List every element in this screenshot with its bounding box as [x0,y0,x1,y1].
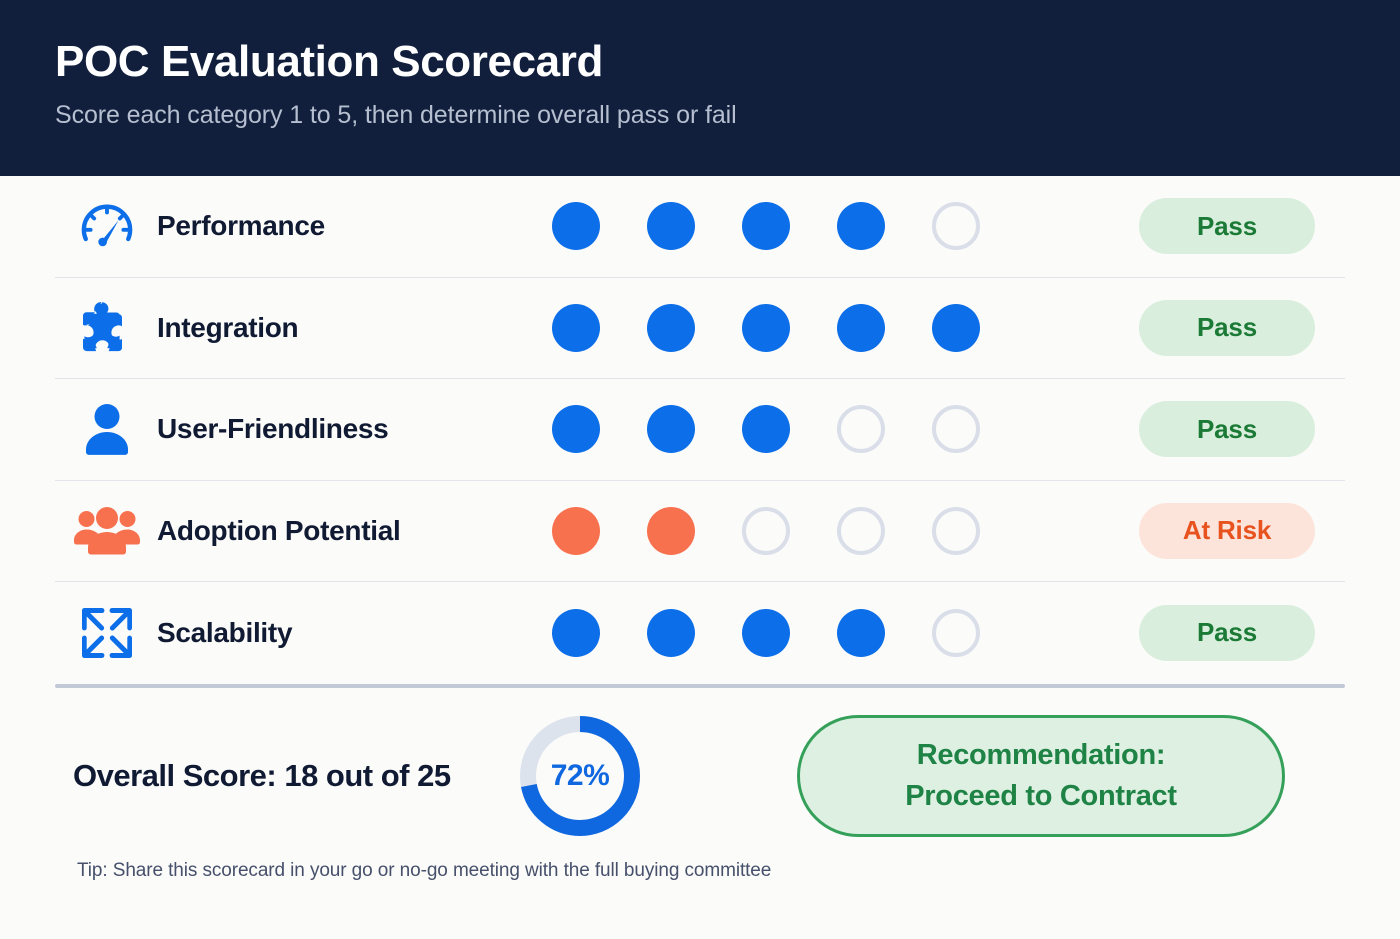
status-badge: Pass [1139,299,1315,356]
score-dot-filled[interactable] [742,608,790,657]
status-cell: Pass [999,401,1345,458]
criteria-list: Performance Pass Integration Pass User-Frien… [55,176,1345,684]
criteria-label: Scalability [157,616,293,648]
score-dots [541,506,999,555]
score-dot-filled[interactable] [742,202,790,251]
score-dot-empty[interactable] [837,506,885,555]
score-dots [541,405,999,454]
overall-score-text: Overall Score: 18 out of 25 [73,757,451,793]
status-cell: Pass [999,198,1345,255]
expand-arrows-icon [55,604,141,662]
gauge-icon [55,199,141,253]
score-dot-filled[interactable] [647,506,695,555]
gauge-percent-label: 72% [550,758,610,792]
page-subtitle: Score each category 1 to 5, then determi… [55,100,737,129]
summary-divider [55,683,1345,688]
score-dot-filled[interactable] [552,506,600,555]
user-icon [55,400,141,458]
score-dot-filled[interactable] [837,303,885,352]
score-dot-filled[interactable] [647,405,695,454]
status-badge: At Risk [1139,502,1315,559]
score-dot-filled[interactable] [742,405,790,454]
page-title: POC Evaluation Scorecard [55,37,603,86]
score-dot-filled[interactable] [552,202,600,251]
score-dot-filled[interactable] [647,303,695,352]
criteria-row: Integration Pass [55,278,1345,379]
recommendation-banner: Recommendation: Proceed to Contract [797,714,1285,837]
score-dot-filled[interactable] [647,608,695,657]
criteria-row: Adoption Potential At Risk [55,481,1345,582]
score-dot-filled[interactable] [552,303,600,352]
criteria-row: User-Friendliness Pass [55,379,1345,481]
score-dot-empty[interactable] [837,405,885,454]
status-cell: Pass [999,299,1345,356]
users-group-icon [55,505,141,557]
status-cell: Pass [999,604,1345,661]
score-dot-empty[interactable] [932,608,980,657]
recommendation-line-1: Recommendation: [916,739,1166,772]
page-header: POC Evaluation Scorecard Score each cate… [0,0,1400,176]
status-badge: Pass [1139,401,1315,458]
score-dots [541,202,999,251]
summary-section: Overall Score: 18 out of 25 72% Recommen… [55,688,1345,838]
criteria-label: Adoption Potential [157,514,401,546]
score-dot-empty[interactable] [932,405,980,454]
score-dot-filled[interactable] [932,303,980,352]
score-dots [541,608,999,657]
score-dot-empty[interactable] [932,506,980,555]
status-badge: Pass [1139,604,1315,661]
score-dot-filled[interactable] [837,202,885,251]
recommendation-line-2: Proceed to Contract [905,779,1177,812]
criteria-label: User-Friendliness [157,413,389,445]
score-dot-empty[interactable] [742,506,790,555]
score-dots [541,303,999,352]
status-badge: Pass [1139,198,1315,255]
score-dot-empty[interactable] [932,202,980,251]
score-donut-gauge: 72% [515,711,645,841]
score-dot-filled[interactable] [552,608,600,657]
criteria-label: Integration [157,311,299,343]
puzzle-piece-icon [55,299,141,357]
scorecard-body: Performance Pass Integration Pass User-Frien… [0,176,1400,939]
score-dot-filled[interactable] [742,303,790,352]
criteria-label: Performance [157,210,325,242]
status-cell: At Risk [999,502,1345,559]
criteria-row: Performance Pass [55,176,1345,278]
score-dot-filled[interactable] [837,608,885,657]
score-dot-filled[interactable] [647,202,695,251]
tip-text: Tip: Share this scorecard in your go or … [77,859,772,881]
criteria-row: Scalability Pass [55,582,1345,684]
score-dot-filled[interactable] [552,405,600,454]
